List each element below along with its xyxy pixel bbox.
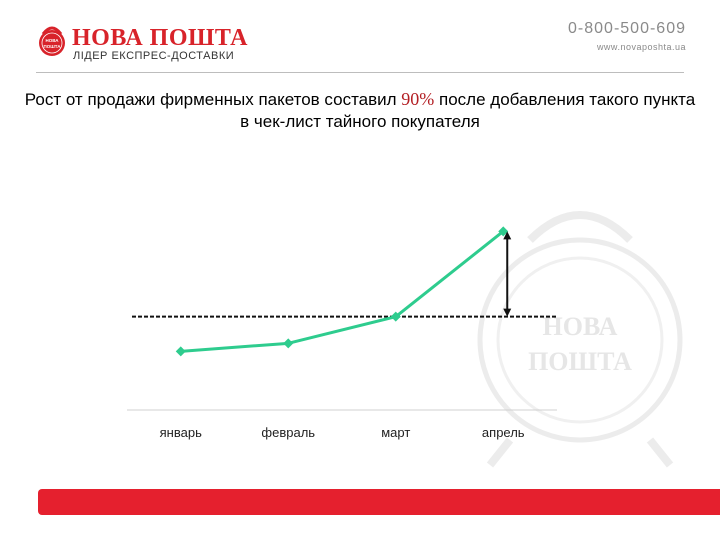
header-divider (36, 72, 684, 73)
slide-title: Рост от продажи фирменных пакетов состав… (20, 88, 700, 133)
svg-text:ПОШТА: ПОШТА (44, 44, 62, 49)
data-point (498, 226, 509, 237)
title-highlight: 90% (401, 89, 435, 109)
brand-name: НОВА ПОШТА (72, 25, 248, 51)
growth-arrow-head-top (503, 231, 512, 240)
title-part2: после добавления такого пункта в чек-лис… (240, 90, 696, 131)
data-point (175, 346, 186, 357)
x-tick-label: февраль (261, 425, 315, 440)
header: НОВА ПОШТА НОВА ПОШТА ЛІДЕР ЕКСПРЕС-ДОСТ… (0, 0, 720, 75)
series-line (180, 230, 505, 353)
svg-text:НОВА: НОВА (45, 38, 59, 43)
data-point (283, 338, 294, 349)
brand-tagline: ЛІДЕР ЕКСПРЕС-ДОСТАВКИ (73, 50, 235, 62)
x-tick-label: январь (160, 425, 202, 440)
x-tick-label: апрель (482, 425, 525, 440)
logo-seal-icon: НОВА ПОШТА (39, 26, 65, 56)
bottom-brand-bar (38, 489, 720, 515)
x-tick-label: март (381, 425, 410, 440)
website-url: www.novaposhta.ua (596, 42, 686, 52)
growth-arrow-head-bottom (503, 308, 512, 317)
data-point (390, 311, 401, 322)
watermark-text-line2: ПОШТА (528, 347, 632, 376)
phone-number: 0-800-500-609 (568, 20, 686, 37)
title-part1: Рост от продажи фирменных пакетов состав… (24, 90, 402, 109)
